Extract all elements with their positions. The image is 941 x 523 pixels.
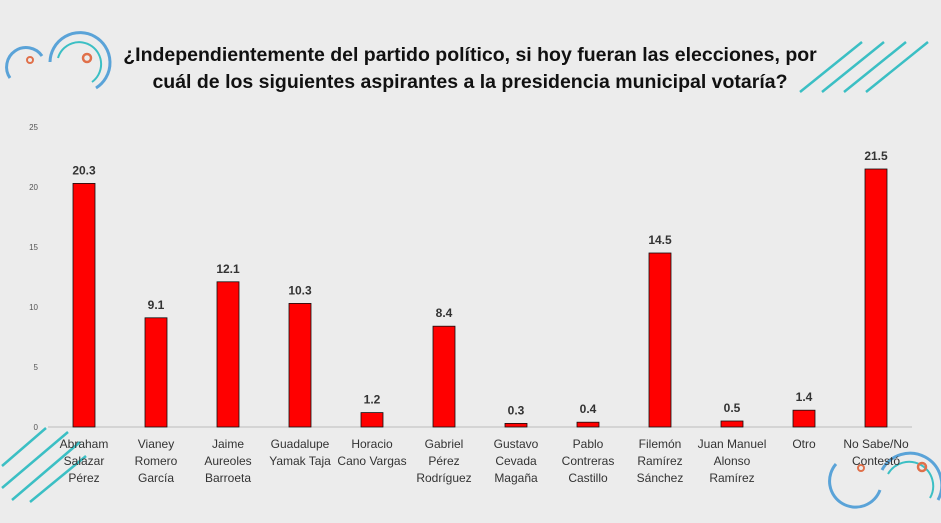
category-label-line: Contreras bbox=[562, 454, 615, 468]
bar bbox=[144, 317, 168, 428]
ring-arc bbox=[887, 460, 935, 499]
category-label-line: Contestó bbox=[852, 454, 900, 468]
bar bbox=[576, 421, 600, 428]
stripe bbox=[1, 427, 47, 467]
data-label: 0.4 bbox=[580, 402, 597, 416]
y-tick-label: 5 bbox=[34, 363, 39, 372]
category-label-line: Guadalupe bbox=[271, 437, 330, 451]
category-label-line: Ramírez bbox=[637, 454, 682, 468]
ring-arc bbox=[5, 46, 44, 79]
data-label: 14.5 bbox=[648, 233, 672, 247]
bar bbox=[864, 168, 888, 428]
category-label-line: Barroeta bbox=[205, 471, 251, 485]
stripe bbox=[821, 41, 885, 93]
category-label-line: Sánchez bbox=[637, 471, 684, 485]
data-label: 0.3 bbox=[508, 403, 525, 417]
category-label-line: Cevada bbox=[495, 454, 537, 468]
category-label-line: Salazar bbox=[64, 454, 105, 468]
bar bbox=[360, 412, 384, 428]
category-label: Pablo Contreras Castillo bbox=[562, 437, 615, 485]
y-tick-label: 15 bbox=[29, 243, 38, 252]
category-label-line: Pérez bbox=[68, 471, 99, 485]
category-label-line: Horacio bbox=[351, 437, 393, 451]
category-label-line: Alonso bbox=[714, 454, 751, 468]
stripe bbox=[29, 455, 87, 503]
category-label: Jaime Aureoles Barroeta bbox=[204, 437, 251, 485]
bar bbox=[288, 302, 312, 428]
category-label: Filemón Ramírez Sánchez bbox=[637, 437, 684, 485]
data-label: 1.2 bbox=[364, 393, 381, 407]
bar bbox=[504, 422, 528, 428]
ring-dot bbox=[26, 56, 34, 64]
ring-arc bbox=[880, 451, 941, 501]
stripe bbox=[865, 41, 929, 93]
category-label: Vianey Romero García bbox=[135, 437, 178, 485]
category-label-line: Pérez bbox=[428, 454, 459, 468]
data-label: 10.3 bbox=[288, 283, 312, 297]
data-label: 1.4 bbox=[796, 390, 813, 404]
title-line-1: ¿Independientemente del partido político… bbox=[123, 44, 817, 66]
ring-dot bbox=[916, 461, 928, 473]
data-label: 20.3 bbox=[72, 163, 96, 177]
ring-arc bbox=[828, 463, 882, 509]
category-label-line: García bbox=[138, 471, 174, 485]
data-label: 9.1 bbox=[148, 298, 165, 312]
category-label-line: Juan Manuel bbox=[698, 437, 767, 451]
chart-title: ¿Independientemente del partido político… bbox=[120, 42, 820, 96]
category-label: Otro bbox=[792, 437, 816, 451]
stripe bbox=[11, 441, 81, 501]
category-label: Guadalupe Yamak Taja bbox=[269, 437, 331, 468]
category-label-line: Yamak Taja bbox=[269, 454, 331, 468]
category-label: No Sabe/No Contestó bbox=[843, 437, 909, 468]
category-label-line: No Sabe/No bbox=[843, 437, 909, 451]
category-label-line: Otro bbox=[792, 437, 816, 451]
category-label-line: Abraham bbox=[60, 437, 109, 451]
bar bbox=[792, 409, 816, 428]
category-label-line: Jaime bbox=[212, 437, 244, 451]
data-label: 8.4 bbox=[436, 306, 453, 320]
category-label-line: Aureoles bbox=[204, 454, 251, 468]
stripe bbox=[843, 41, 907, 93]
stripe bbox=[1, 431, 69, 489]
category-label-line: Filemón bbox=[639, 437, 682, 451]
category-label: Abraham Salazar Pérez bbox=[60, 437, 109, 485]
bar bbox=[432, 325, 456, 428]
data-label: 0.5 bbox=[724, 401, 741, 415]
category-label-line: Vianey bbox=[138, 437, 174, 451]
stripe bbox=[799, 41, 863, 93]
bar bbox=[720, 420, 744, 428]
data-label: 21.5 bbox=[864, 149, 888, 163]
category-label-line: Romero bbox=[135, 454, 178, 468]
y-tick-label: 10 bbox=[29, 303, 38, 312]
category-label: Horacio Cano Vargas bbox=[337, 437, 406, 468]
category-label-line: Gustavo bbox=[494, 437, 539, 451]
bar bbox=[648, 252, 672, 428]
category-label: Gustavo Cevada Magaña bbox=[494, 437, 539, 485]
ring-arc bbox=[48, 31, 112, 90]
category-label-line: Magaña bbox=[494, 471, 538, 485]
y-tick-label: 25 bbox=[29, 123, 38, 132]
category-label-line: Gabriel bbox=[425, 437, 464, 451]
ring-arc bbox=[57, 41, 103, 83]
category-label: Gabriel Pérez Rodríguez bbox=[416, 437, 471, 485]
ring-dot bbox=[81, 52, 93, 64]
category-label-line: Ramírez bbox=[709, 471, 754, 485]
ring-dot bbox=[857, 464, 865, 472]
category-label: Juan Manuel Alonso Ramírez bbox=[698, 437, 767, 485]
bar bbox=[72, 182, 96, 428]
bar bbox=[216, 281, 240, 428]
category-label-line: Rodríguez bbox=[416, 471, 471, 485]
category-label-line: Pablo bbox=[573, 437, 604, 451]
data-label: 12.1 bbox=[216, 262, 240, 276]
title-line-2: cuál de los siguientes aspirantes a la p… bbox=[152, 71, 788, 93]
y-tick-label: 20 bbox=[29, 183, 38, 192]
category-label-line: Castillo bbox=[568, 471, 608, 485]
category-label-line: Cano Vargas bbox=[337, 454, 406, 468]
y-tick-label: 0 bbox=[34, 423, 39, 432]
